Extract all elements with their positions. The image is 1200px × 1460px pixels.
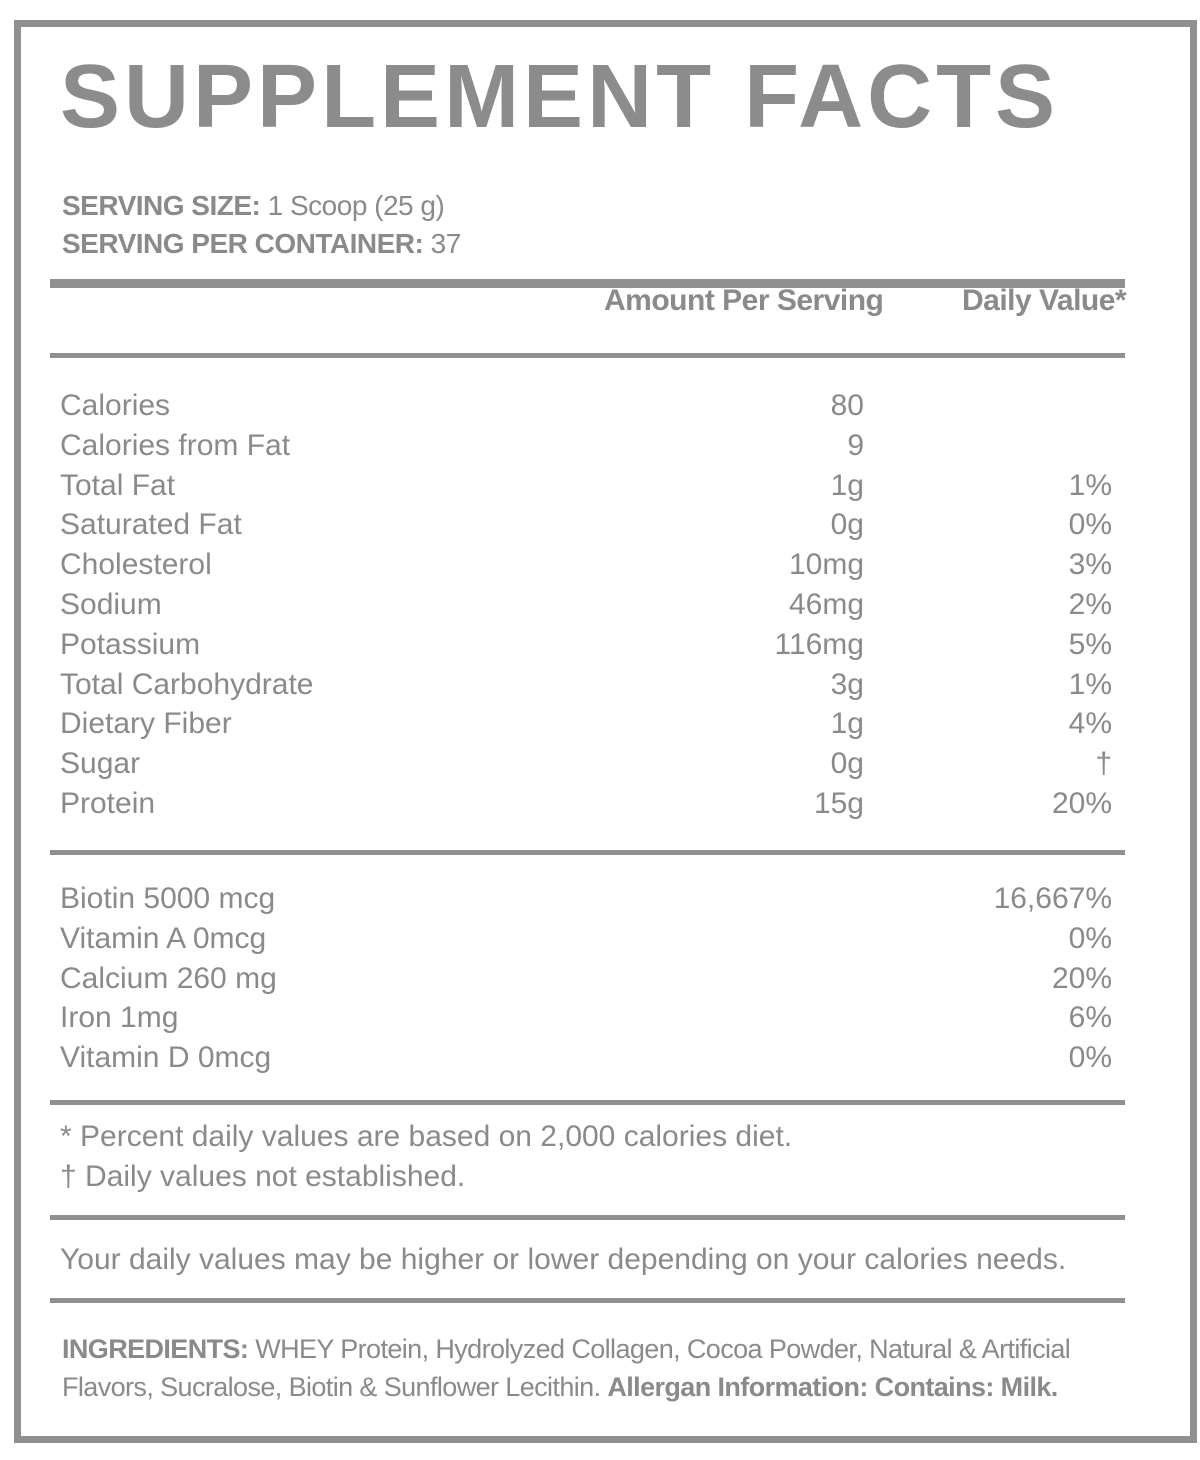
vitamin-row: Vitamin A 0mcg 0% [60, 919, 1112, 959]
nutrient-daily-value: 20% [1051, 787, 1112, 820]
nutrient-amount: 9 [847, 428, 864, 462]
divider [50, 353, 1125, 358]
vitamin-name: Iron 1mg [60, 1001, 179, 1035]
label-border [14, 20, 1197, 1443]
servings-per-container-value: 37 [430, 228, 462, 259]
nutrient-row: Protein 15g 20% [60, 784, 1112, 824]
servings-per-container-label: SERVING PER CONTAINER: [62, 228, 424, 259]
nutrient-name: Total Carbohydrate [60, 667, 314, 701]
serving-size-label: SERVING SIZE: [62, 190, 261, 221]
vitamin-daily-value: 16,667% [993, 882, 1112, 915]
vitamin-daily-value: 0% [1068, 1041, 1112, 1075]
nutrient-daily-value: 0% [1068, 508, 1112, 542]
nutrient-amount: 80 [830, 389, 864, 422]
nutrient-daily-value: † [1095, 747, 1112, 781]
nutrient-row: Sugar 0g † [60, 744, 1112, 784]
nutrient-row: Potassium 116mg 5% [60, 625, 1112, 665]
nutrient-name: Sodium [60, 588, 162, 621]
serving-size: SERVING SIZE: 1 Scoop (25 g) [62, 190, 445, 221]
nutrient-row: Total Carbohydrate 3g 1% [60, 665, 1112, 705]
nutrient-daily-value: 1% [1068, 468, 1112, 502]
divider [50, 1100, 1125, 1105]
nutrient-amount: 1g [830, 468, 864, 502]
vitamin-name: Calcium 260 mg [60, 961, 277, 995]
vitamin-name: Vitamin D 0mcg [60, 1041, 272, 1075]
vitamin-row: Vitamin D 0mcg 0% [60, 1038, 1112, 1078]
divider [50, 1298, 1125, 1303]
ingredients-text: WHEY Protein, Hydrolyzed Collagen, Cocoa… [62, 1334, 1071, 1402]
nutrient-name: Calories [60, 389, 171, 422]
nutrient-row: Saturated Fat 0g 0% [60, 505, 1112, 545]
nutrient-amount: 1g [830, 707, 864, 741]
divider-thick [50, 279, 1125, 288]
vitamin-daily-value: 6% [1068, 1001, 1112, 1035]
divider [50, 850, 1125, 855]
nutrient-amount: 3g [830, 667, 864, 701]
nutrient-row: Calories 80 [60, 386, 1112, 426]
nutrient-row: Cholesterol 10mg 3% [60, 545, 1112, 585]
nutrient-daily-value: 3% [1068, 548, 1112, 582]
vitamin-name: Biotin 5000 mcg [60, 882, 276, 915]
nutrient-name: Dietary Fiber [60, 707, 232, 741]
nutrient-row: Sodium 46mg 2% [60, 585, 1112, 625]
nutrient-name: Cholesterol [60, 548, 212, 582]
serving-size-value: 1 Scoop (25 g) [267, 190, 445, 221]
nutrient-daily-value: 5% [1068, 627, 1112, 661]
ingredients-block: INGREDIENTS: WHEY Protein, Hydrolyzed Co… [62, 1330, 1142, 1406]
vitamin-row: Calcium 260 mg 20% [60, 959, 1112, 999]
vitamin-daily-value: 0% [1068, 921, 1112, 955]
nutrient-daily-value: 1% [1068, 667, 1112, 701]
nutrient-amount: 10mg [788, 548, 864, 582]
vitamin-daily-value: 20% [1051, 961, 1112, 995]
vitamin-name: Vitamin A 0mcg [60, 921, 267, 955]
dagger-footnote: † Daily values not established. [60, 1160, 466, 1193]
nutrient-amount: 46mg [788, 588, 864, 621]
daily-values-note: Your daily values may be higher or lower… [60, 1243, 1067, 1276]
nutrient-name: Sugar [60, 747, 141, 781]
nutrient-row: Total Fat 1g 1% [60, 466, 1112, 506]
nutrient-name: Potassium [60, 627, 201, 661]
nutrient-name: Protein [60, 787, 156, 820]
page-title: SUPPLEMENT FACTS [60, 47, 1060, 147]
daily-value-header: Daily Value* [962, 284, 1127, 317]
nutrient-amount: 0g [830, 747, 864, 781]
ingredients-label: INGREDIENTS: [62, 1334, 249, 1364]
nutrient-name: Calories from Fat [60, 428, 291, 462]
nutrient-amount: 0g [830, 508, 864, 542]
vitamin-row: Biotin 5000 mcg 16,667% [60, 879, 1112, 919]
nutrient-name: Saturated Fat [60, 508, 242, 542]
servings-per-container: SERVING PER CONTAINER: 37 [62, 230, 461, 258]
allergen-info: Allergan Information: Contains: Milk. [607, 1372, 1058, 1402]
vitamin-row: Iron 1mg 6% [60, 998, 1112, 1038]
nutrient-amount: 116mg [774, 627, 864, 661]
percent-daily-footnote: * Percent daily values are based on 2,00… [60, 1120, 793, 1153]
divider [50, 1215, 1125, 1220]
nutrient-name: Total Fat [60, 468, 176, 502]
nutrient-row: Dietary Fiber 1g 4% [60, 704, 1112, 744]
nutrient-amount: 15g [813, 787, 864, 820]
nutrient-daily-value: 2% [1068, 588, 1112, 621]
nutrient-row: Calories from Fat 9 [60, 426, 1112, 466]
amount-per-serving-header: Amount Per Serving [604, 284, 884, 317]
nutrient-daily-value: 4% [1068, 707, 1112, 741]
